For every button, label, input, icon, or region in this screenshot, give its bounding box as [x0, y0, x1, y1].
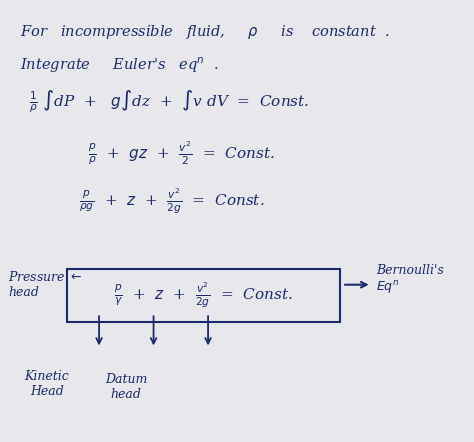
- Text: Integrate     Euler's   eq$^n$  .: Integrate Euler's eq$^n$ .: [19, 55, 218, 75]
- Text: Pressure $\leftarrow$
head: Pressure $\leftarrow$ head: [8, 270, 82, 299]
- Text: For   incompressible   fluid,     $\rho$     is    constant  .: For incompressible fluid, $\rho$ is cons…: [19, 23, 389, 41]
- Text: Kinetic
Head: Kinetic Head: [25, 370, 69, 398]
- Text: $\frac{p}{\rho g}$  +  $z$  +  $\frac{v^2}{2g}$  =  Const.: $\frac{p}{\rho g}$ + $z$ + $\frac{v^2}{2…: [79, 187, 264, 216]
- Text: Bernoulli's
$Eq^n$: Bernoulli's $Eq^n$: [376, 264, 444, 297]
- Text: $\frac{1}{\rho}$ $\int$dP  +   $g$$\int$dz  +  $\int$v dV  =  Const.: $\frac{1}{\rho}$ $\int$dP + $g$$\int$dz …: [28, 89, 309, 115]
- Text: $\frac{p}{\rho}$  +  $gz$  +  $\frac{v^2}{2}$  =  Const.: $\frac{p}{\rho}$ + $gz$ + $\frac{v^2}{2}…: [88, 139, 274, 167]
- Text: Datum
head: Datum head: [105, 373, 147, 400]
- Text: $\frac{p}{\gamma}$  +  $z$  +  $\frac{v^2}{2g}$  =  Const.: $\frac{p}{\gamma}$ + $z$ + $\frac{v^2}{2…: [114, 281, 293, 310]
